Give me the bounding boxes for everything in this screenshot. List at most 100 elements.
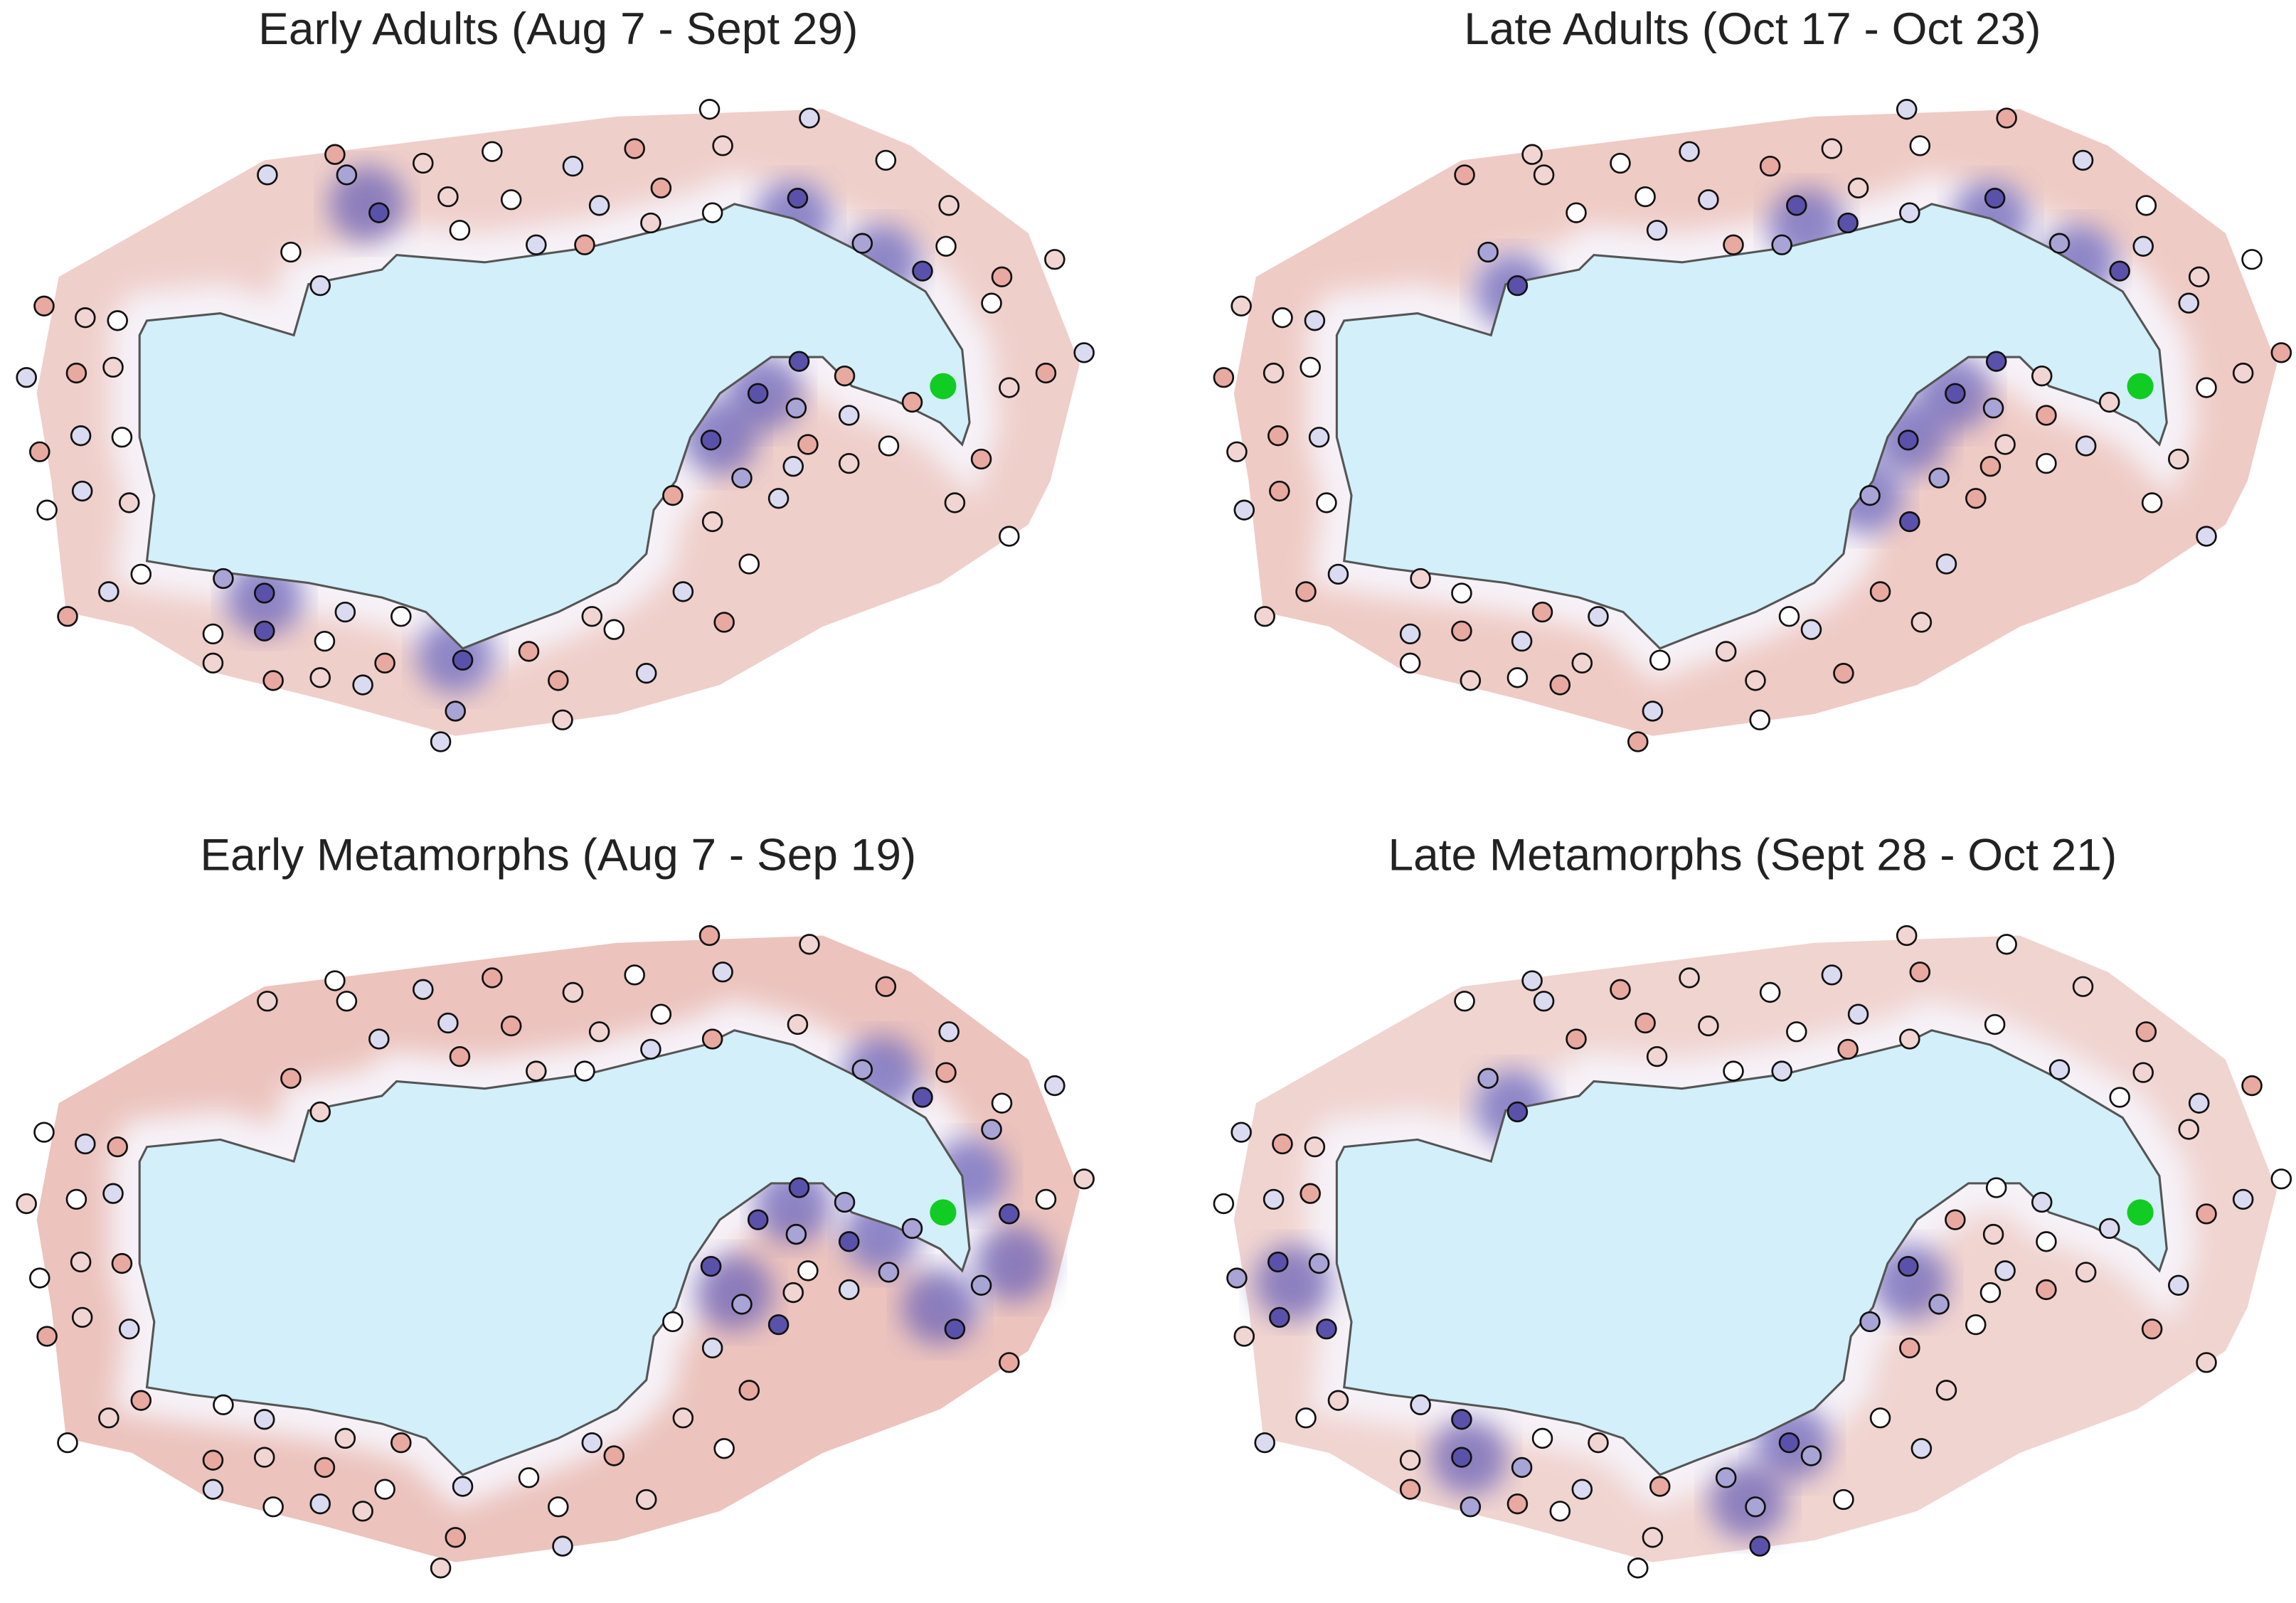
- site-point: [713, 1438, 735, 1459]
- site-point: [1410, 568, 1431, 590]
- site-point: [797, 1260, 819, 1282]
- high-zone: [755, 1167, 831, 1243]
- site-point: [107, 1136, 128, 1158]
- site-point: [1316, 492, 1337, 513]
- site-point: [2031, 1191, 2053, 1213]
- high-zone: [1871, 1244, 1948, 1321]
- site-point: [731, 467, 753, 489]
- site-point: [1935, 553, 1957, 575]
- site-point: [65, 1188, 87, 1210]
- site-point: [785, 1223, 807, 1245]
- site-point: [1745, 670, 1766, 691]
- site-point: [999, 1203, 1020, 1225]
- site-point: [548, 670, 569, 691]
- site-point: [500, 1015, 522, 1037]
- site-point: [1451, 620, 1472, 641]
- site-point: [767, 488, 790, 509]
- site-point: [1899, 1337, 1920, 1359]
- site-point: [731, 1294, 753, 1315]
- origin-point: [2127, 1199, 2154, 1226]
- site-point: [2036, 452, 2057, 474]
- site-point: [851, 1059, 873, 1080]
- site-point: [413, 152, 434, 174]
- site-point: [202, 1479, 224, 1500]
- site-point: [1979, 1282, 2002, 1304]
- site-point: [991, 266, 1013, 287]
- site-point: [1399, 652, 1421, 673]
- site-point: [65, 362, 87, 384]
- site-point: [2168, 1274, 2189, 1296]
- site-point: [581, 1432, 603, 1454]
- site-point: [1649, 649, 1671, 671]
- site-point: [1985, 1177, 2007, 1198]
- site-point: [2178, 292, 2200, 314]
- site-point: [98, 1407, 119, 1429]
- site-point: [111, 1252, 133, 1274]
- site-point: [875, 149, 897, 171]
- site-point: [102, 1183, 124, 1204]
- site-point: [1837, 1038, 1859, 1060]
- site-point: [1410, 1394, 1431, 1415]
- site-point: [2132, 1062, 2154, 1083]
- site-point: [1531, 1427, 1553, 1449]
- site-point: [834, 1191, 856, 1213]
- site-point: [2072, 149, 2094, 171]
- site-point: [102, 356, 124, 378]
- site-point: [2036, 1279, 2057, 1301]
- site-point: [574, 1060, 595, 1082]
- map-panel: Early Metamorphs (Aug 7 - Sep 19): [16, 829, 1095, 1579]
- site-point: [1786, 195, 1807, 216]
- site-point: [374, 652, 395, 673]
- site-point: [1786, 1021, 1807, 1043]
- site-point: [1506, 1493, 1529, 1515]
- site-point: [672, 1407, 694, 1429]
- site-point: [1304, 310, 1326, 331]
- site-point: [1898, 430, 1919, 451]
- site-point: [28, 1267, 51, 1289]
- site-point: [1327, 563, 1349, 585]
- site-point: [1994, 1260, 2016, 1282]
- site-point: [33, 1122, 55, 1143]
- site-point: [1566, 1028, 1587, 1050]
- site-point: [981, 292, 1002, 314]
- site-point: [1295, 581, 1317, 602]
- site-point: [368, 1028, 390, 1050]
- site-point: [1506, 1101, 1529, 1123]
- site-point: [413, 979, 434, 1000]
- site-point: [1521, 970, 1543, 991]
- site-point: [1460, 1496, 1482, 1518]
- site-point: [1231, 295, 1252, 316]
- site-point: [445, 701, 466, 722]
- site-point: [838, 405, 860, 426]
- site-point: [2188, 266, 2210, 287]
- site-point: [98, 581, 119, 602]
- site-point: [1226, 441, 1248, 462]
- site-point: [1869, 581, 1891, 602]
- site-point: [1996, 934, 2017, 955]
- site-point: [1899, 1028, 1920, 1050]
- site-point: [1308, 1252, 1330, 1274]
- site-point: [309, 667, 331, 688]
- site-point: [1945, 1209, 1966, 1230]
- site-point: [1910, 612, 1933, 633]
- site-point: [650, 1003, 672, 1025]
- site-point: [944, 492, 966, 513]
- site-point: [1263, 1188, 1285, 1210]
- site-point: [1679, 967, 1700, 989]
- site-point: [309, 275, 331, 297]
- site-point: [253, 620, 275, 641]
- site-point: [1635, 186, 1656, 208]
- site-point: [1935, 1380, 1957, 1401]
- site-point: [1715, 641, 1737, 662]
- site-point: [1869, 1407, 1891, 1429]
- site-point: [1073, 1168, 1095, 1190]
- site-point: [314, 1456, 336, 1479]
- site-point: [1928, 467, 1950, 489]
- site-point: [352, 1501, 373, 1522]
- site-point: [552, 1535, 573, 1557]
- site-point: [1451, 1447, 1472, 1468]
- site-point: [698, 925, 721, 947]
- site-point: [1226, 1267, 1248, 1289]
